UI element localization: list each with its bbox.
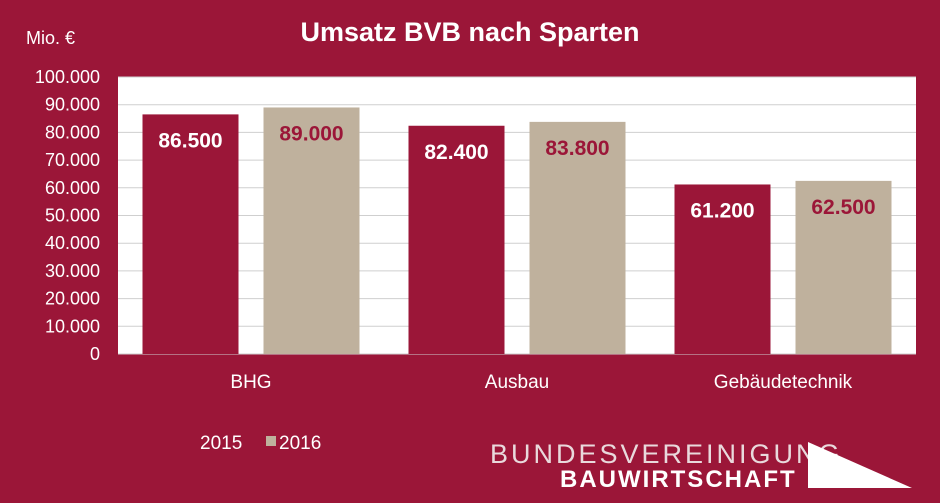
y-tick-label: 40.000 [45, 233, 100, 253]
bar-2016-0 [263, 107, 360, 354]
bar-2016-1 [529, 121, 626, 355]
bars: 86.500 89.000 82.400 83.800 61.200 62.500 [142, 107, 892, 355]
y-tick-label: 0 [90, 344, 100, 364]
data-label: 61.200 [690, 199, 754, 222]
logo-line-2: BAUWIRTSCHAFT [560, 466, 797, 493]
data-label: 62.500 [811, 196, 875, 219]
y-tick-label: 100.000 [35, 67, 100, 87]
legend: 2015 2016 [190, 433, 321, 454]
data-label: 89.000 [279, 122, 343, 145]
chart-title: Umsatz BVB nach Sparten [300, 17, 639, 47]
gridlines [118, 76, 916, 355]
y-tick-label: 80.000 [45, 122, 100, 142]
data-label: 83.800 [545, 137, 609, 160]
logo-wedge-icon [808, 442, 912, 488]
logo-line-1: BUNDESVEREINIGUNG [490, 439, 843, 469]
y-axis-ticks: 0 10.000 20.000 30.000 40.000 50.000 60.000 70.… [35, 67, 100, 364]
x-axis-categories: BHG Ausbau Gebäudetechnik [230, 372, 852, 393]
legend-swatch-2015 [190, 436, 200, 446]
data-label: 82.400 [424, 141, 488, 164]
y-axis-unit-label: Mio. € [26, 28, 75, 48]
bar-2015-1 [408, 125, 505, 354]
x-category-label: Gebäudetechnik [714, 372, 853, 393]
y-tick-label: 90.000 [45, 95, 100, 115]
legend-label: 2015 [200, 433, 242, 454]
data-label: 86.500 [158, 129, 222, 152]
y-tick-label: 20.000 [45, 289, 100, 309]
y-tick-label: 50.000 [45, 206, 100, 226]
y-tick-label: 10.000 [45, 316, 100, 336]
legend-swatch-2016 [266, 436, 276, 446]
bar-2015-0 [142, 114, 239, 355]
x-category-label: Ausbau [485, 372, 549, 393]
bar-2015-2 [674, 184, 771, 354]
legend-label: 2016 [279, 433, 321, 454]
y-tick-label: 30.000 [45, 261, 100, 281]
y-tick-label: 60.000 [45, 178, 100, 198]
y-tick-label: 70.000 [45, 150, 100, 170]
bar-2016-2 [795, 180, 892, 354]
x-category-label: BHG [230, 372, 271, 393]
logo: BUNDESVEREINIGUNG BAUWIRTSCHAFT [490, 439, 912, 493]
